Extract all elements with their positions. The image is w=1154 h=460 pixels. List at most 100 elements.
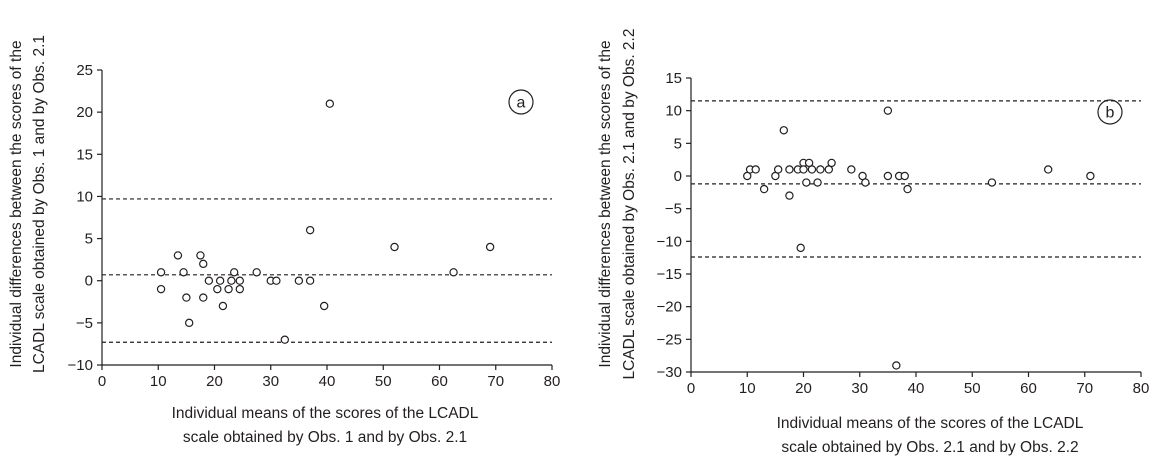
panel-a-data-point xyxy=(199,259,208,269)
panel-b-x-tick-label: 50 xyxy=(964,380,981,397)
panel-a-data-point xyxy=(280,335,290,344)
panel-b-data-point xyxy=(813,178,822,187)
panel-a-y-axis-label-line-2: LCADL scale obtained by Obs. 1 and by Ob… xyxy=(31,35,48,373)
panel-b-y-tick-label: −5 xyxy=(665,201,682,218)
panel-b-x-tick-label: 40 xyxy=(908,380,925,397)
panel-b-data-point xyxy=(987,178,997,187)
panel-b-letter: b xyxy=(1106,105,1115,122)
panel-b-y-tick-label: −30 xyxy=(657,364,682,381)
panel-a-data-point xyxy=(179,268,188,277)
panel-a-data-point xyxy=(199,293,208,302)
panel-b-data-point xyxy=(816,165,825,174)
panel-a-data-point xyxy=(156,268,166,277)
panel-b-data-point xyxy=(1043,165,1053,174)
panel-a-x-tick-label: 0 xyxy=(98,373,106,390)
panel-b-y-tick-label: −20 xyxy=(657,299,682,316)
panel-b-x-tick-label: 10 xyxy=(739,380,756,397)
panel-b-data-point xyxy=(799,165,808,174)
panel-b-x-tick-label: 30 xyxy=(851,380,868,397)
panel-b-x-tick-label: 20 xyxy=(795,380,812,397)
panel-b-data-point xyxy=(807,165,817,174)
panel-a-x-tick-label: 10 xyxy=(150,373,167,390)
panel-b-y-tick-label: 0 xyxy=(674,168,682,185)
panel-a-data-point xyxy=(325,99,335,108)
panel-a-x-tick-label: 80 xyxy=(544,373,561,390)
panel-b-y-tick-label: 10 xyxy=(665,103,682,120)
panel-a-y-tick-label: 10 xyxy=(76,188,93,205)
panel-a-x-axis-label-line-2: scale obtained by Obs. 1 and by Obs. 2.1 xyxy=(183,429,467,446)
panel-a-data-point xyxy=(213,284,222,294)
panel-a-data-point xyxy=(305,225,315,235)
panel-b-x-tick-label: 60 xyxy=(1020,380,1037,397)
chart-panel-b: −30 −25 −20 −15 −10 −5 0 5 10 15 0 10 20 30 40 50 60 70 80… xyxy=(597,29,1149,456)
panel-b-marks: −30 −25 −20 −15 −10 −5 0 5 10 15 0 10 20 30 40 50 60 70 80 xyxy=(657,70,1150,397)
panel-a-y-tick-label: 20 xyxy=(76,104,93,121)
panel-a-data-point xyxy=(485,242,495,252)
panel-b-x-axis-label-line-2: scale obtained by Obs. 2.1 and by Obs. 2… xyxy=(781,439,1078,456)
panel-a-x-tick-label: 50 xyxy=(375,373,392,390)
panel-a-data-point xyxy=(272,276,281,285)
panel-a-y-tick-label: 25 xyxy=(76,62,93,79)
panel-a-data-point xyxy=(215,276,225,285)
panel-a-letter: a xyxy=(517,95,526,112)
panel-b-y-tick-label: 5 xyxy=(674,135,682,152)
panel-a-data-point xyxy=(305,276,315,285)
panel-a-data-point xyxy=(235,276,245,285)
panel-a-x-tick-label: 70 xyxy=(487,373,504,390)
panel-a-marks: −10 −5 0 5 10 15 20 25 0 10 20 30 40 50 60 70 80 xyxy=(68,62,561,390)
panel-a-y-tick-label: 0 xyxy=(85,273,93,290)
panel-b-y-tick-label: −10 xyxy=(657,233,682,250)
panel-a-y-tick-label: 15 xyxy=(76,146,93,163)
panel-a-data-point xyxy=(229,268,239,277)
panel-a-x-tick-label: 30 xyxy=(262,373,279,390)
panel-b-data-point xyxy=(861,178,870,187)
panel-b-y-tick-label: 15 xyxy=(665,70,682,87)
panel-a-data-point xyxy=(218,301,228,311)
panel-b-data-point xyxy=(827,158,836,168)
panel-b-y-tick-label: −15 xyxy=(657,266,682,283)
panel-a-letter-circle xyxy=(508,89,534,115)
panel-b-data-point xyxy=(883,171,893,181)
panel-b-data-point xyxy=(785,165,794,174)
panel-b-x-tick-label: 70 xyxy=(1076,380,1093,397)
panel-a-x-tick-label: 40 xyxy=(319,373,336,390)
panel-a-data-point xyxy=(227,276,236,285)
panel-b-data-point xyxy=(751,165,760,174)
panel-b-data-point xyxy=(785,191,794,200)
panel-b-data-point xyxy=(759,184,769,194)
panel-a-data-point xyxy=(204,276,214,285)
panel-a-data-point xyxy=(319,301,329,311)
panel-a-y-tick-label: −10 xyxy=(68,357,93,374)
panel-b-data-point xyxy=(903,184,912,194)
panel-a-y-tick-label: 5 xyxy=(85,231,93,248)
panel-a-data-point xyxy=(156,284,166,294)
panel-b-data-point xyxy=(779,126,789,135)
panel-b-data-point xyxy=(892,361,901,370)
panel-a-data-point xyxy=(294,276,304,285)
panel-b-data-point xyxy=(1086,171,1095,181)
panel-a-data-point xyxy=(390,242,399,252)
panel-a-data-point xyxy=(184,318,194,328)
panel-a-x-axis-label-line-1: Individual means of the scores of the LC… xyxy=(172,405,479,422)
panel-b-data-point xyxy=(847,165,856,174)
panel-b-letter-circle xyxy=(1097,99,1123,125)
panel-b-x-axis-label-line-1: Individual means of the scores of the LC… xyxy=(777,415,1084,432)
panel-b-x-tick-label: 0 xyxy=(687,380,695,397)
chart-panel-a: −10 −5 0 5 10 15 20 25 0 10 20 30 40 50 60 70 80 a Indiv… xyxy=(8,35,560,446)
panel-a-data-point xyxy=(235,284,245,294)
panel-a-data-point xyxy=(182,293,191,302)
panel-b-x-tick-label: 80 xyxy=(1133,380,1150,397)
panel-a-data-point xyxy=(252,268,261,277)
panel-b-y-axis-label-line-1: Individual differences between the score… xyxy=(597,40,614,367)
panel-b-data-point xyxy=(883,106,893,115)
panel-b-data-point xyxy=(773,165,783,174)
panel-b-data-point xyxy=(796,243,805,253)
panel-b-y-axis-label-line-2: LCADL scale obtained by Obs. 2.1 and by … xyxy=(621,29,638,380)
panel-b-data-point xyxy=(900,171,909,181)
panel-a-x-tick-label: 20 xyxy=(206,373,223,390)
panel-a-data-point xyxy=(196,251,205,260)
panel-a-data-point xyxy=(173,251,183,260)
panel-a-x-tick-label: 60 xyxy=(431,373,448,390)
panel-a-data-point xyxy=(224,284,233,294)
